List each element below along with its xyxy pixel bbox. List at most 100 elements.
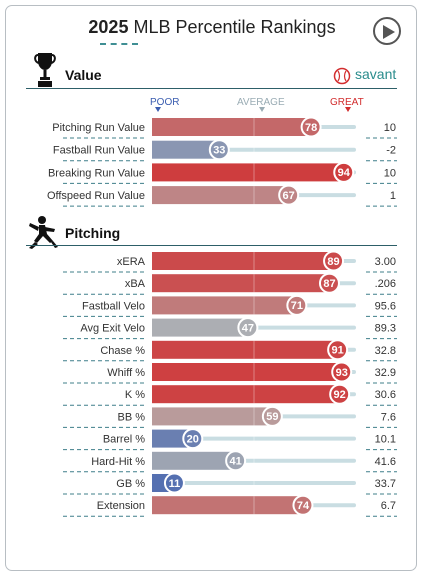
percentile-value: 78 <box>305 122 317 134</box>
percentile-bar-breaking-run-value <box>152 163 344 182</box>
metric-value: 10.1 <box>375 434 396 446</box>
percentile-value: 20 <box>187 433 199 445</box>
metric-value: 32.9 <box>375 367 396 379</box>
percentile-bar-whiff <box>152 363 342 381</box>
metric-value: 33.7 <box>375 478 396 490</box>
percentile-bar-chase <box>152 340 338 359</box>
percentile-value: 93 <box>336 367 348 379</box>
baseball-icon <box>333 67 351 85</box>
percentile-badge <box>323 250 345 272</box>
metric-label: Whiff % <box>107 367 145 379</box>
title-text: MLB Percentile Rankings <box>133 17 336 37</box>
percentile-badge <box>261 405 283 427</box>
scale-poor: POOR <box>150 97 180 108</box>
percentile-value: 11 <box>169 478 181 490</box>
percentile-bar-xba <box>152 274 330 293</box>
metric-label: Offspeed Run Value <box>47 190 145 202</box>
metric-label: BB % <box>117 411 145 423</box>
scale-marker-poor <box>155 107 161 112</box>
percentile-bar-barrel <box>152 429 193 448</box>
metric-value: 10 <box>384 167 396 179</box>
metric-label: Avg Exit Velo <box>80 323 145 335</box>
metric-label: Extension <box>97 500 145 512</box>
metric-label: xBA <box>125 278 146 290</box>
percentile-bar-extension <box>152 496 303 515</box>
pitcher-icon <box>29 216 58 249</box>
trophy-icon <box>34 53 56 87</box>
percentile-badge <box>329 383 351 405</box>
page-title: 2025 MLB Percentile Rankings <box>0 17 424 38</box>
percentile-badge <box>163 472 185 494</box>
percentile-value: 87 <box>323 278 335 290</box>
savant-label: savant <box>355 66 397 82</box>
metric-value: .206 <box>375 278 396 290</box>
percentile-badge <box>300 116 322 138</box>
percentile-badge <box>286 294 308 316</box>
metric-label: Hard-Hit % <box>91 456 145 468</box>
metric-label: Pitching Run Value <box>52 122 145 134</box>
percentile-value: 74 <box>297 500 310 512</box>
metric-value: 30.6 <box>375 389 396 401</box>
metric-label: Breaking Run Value <box>48 167 145 179</box>
percentile-bar-bb <box>152 407 273 426</box>
metric-label: Fastball Run Value <box>53 145 145 157</box>
percentile-value: 71 <box>291 300 303 312</box>
percentile-value: 41 <box>230 456 242 468</box>
metric-value: 3.00 <box>375 256 396 268</box>
percentile-bar-fastball-velo <box>152 296 297 315</box>
metric-label: K % <box>125 389 145 401</box>
percentile-badge <box>225 450 247 472</box>
metric-label: Fastball Velo <box>82 300 145 312</box>
percentile-value: 59 <box>266 411 278 423</box>
metric-label: Barrel % <box>103 434 145 446</box>
metric-value: 10 <box>384 122 396 134</box>
percentile-badge <box>333 161 355 183</box>
percentile-badge <box>327 339 349 361</box>
percentile-value: 67 <box>283 190 295 202</box>
percentile-badge <box>331 361 353 383</box>
metric-label: Chase % <box>100 345 145 357</box>
metric-value: 6.7 <box>381 500 396 512</box>
percentile-bar-xera <box>152 252 334 270</box>
percentile-badge <box>278 184 300 206</box>
metric-value: 1 <box>390 190 396 202</box>
scale-great: GREAT <box>330 97 364 108</box>
percentile-value: 89 <box>327 256 339 268</box>
percentile-bar-avg-exit-velo <box>152 318 248 337</box>
metric-value: 95.6 <box>375 300 396 312</box>
title-year: 2025 <box>88 17 129 37</box>
percentile-badge <box>182 428 204 450</box>
metric-value: 89.3 <box>375 323 396 335</box>
percentile-badge <box>237 317 259 339</box>
section-divider-value <box>26 88 397 89</box>
percentile-value: 33 <box>213 145 225 157</box>
play-icon <box>383 25 395 39</box>
scale-average: AVERAGE <box>237 97 285 108</box>
percentile-value: 94 <box>338 167 351 179</box>
metric-label: GB % <box>116 478 145 490</box>
percentile-badge <box>318 272 340 294</box>
section-title-pitching: Pitching <box>65 225 121 241</box>
play-button[interactable] <box>373 17 401 45</box>
percentile-value: 47 <box>242 322 254 334</box>
percentile-bar-fastball-run-value <box>152 140 220 159</box>
percentile-bar-offspeed-run-value <box>152 186 289 205</box>
percentile-badge <box>292 494 314 516</box>
percentile-value: 92 <box>334 389 346 401</box>
scale-marker-great <box>345 107 351 112</box>
section-title-value: Value <box>65 67 102 83</box>
scale-marker-average <box>259 107 265 112</box>
metric-value: 32.8 <box>375 345 396 357</box>
percentile-badge <box>208 139 230 161</box>
percentile-value: 91 <box>332 345 344 357</box>
percentile-bar-pitching-run-value <box>152 118 312 136</box>
percentile-bar-k <box>152 385 340 404</box>
metric-value: 41.6 <box>375 456 396 468</box>
metric-label: xERA <box>117 256 146 268</box>
section-divider-pitching <box>26 245 397 246</box>
title-underline <box>100 43 138 45</box>
percentile-track <box>152 481 356 485</box>
percentile-bar-hard-hit <box>152 451 236 470</box>
metric-value: 7.6 <box>381 411 396 423</box>
